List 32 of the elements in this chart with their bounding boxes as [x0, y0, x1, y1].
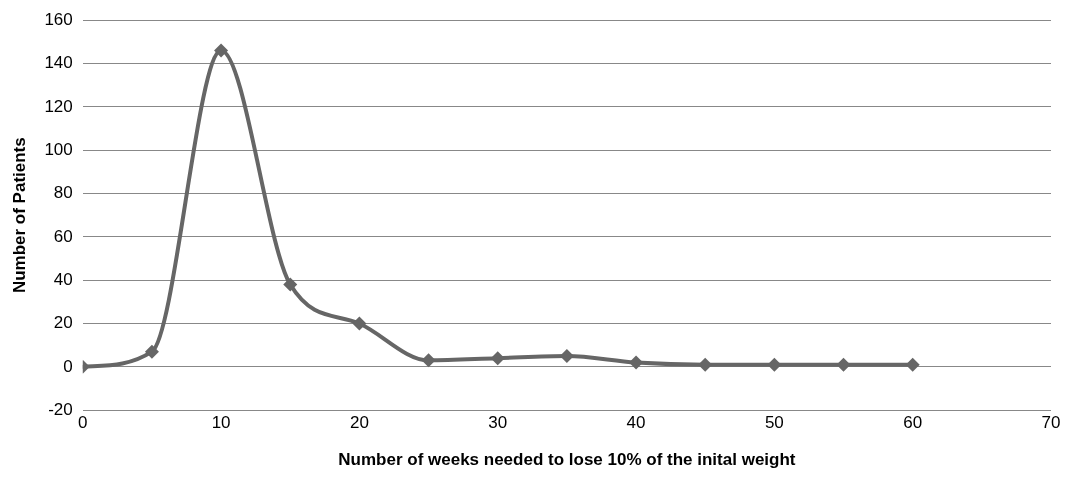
- y-tick-label: -20: [48, 399, 73, 419]
- point: [421, 353, 436, 368]
- y-tick-label: 100: [44, 139, 73, 159]
- point: [767, 357, 782, 372]
- x-tick-label: 40: [626, 413, 646, 433]
- x-tick-label: 10: [211, 413, 231, 433]
- x-tick-label: 0: [78, 413, 88, 433]
- point: [836, 357, 851, 372]
- y-tick-label: 60: [53, 226, 73, 246]
- point: [905, 357, 920, 372]
- point: [352, 316, 367, 331]
- y-tick-label: 20: [53, 313, 73, 333]
- point: [283, 277, 298, 292]
- y-tick-label: 140: [44, 53, 73, 73]
- y-tick-label: 120: [44, 96, 73, 116]
- x-tick-label: 30: [488, 413, 508, 433]
- x-tick-label: 20: [349, 413, 369, 433]
- x-tick-label: 60: [903, 413, 923, 433]
- x-tick-label: 70: [1041, 413, 1061, 433]
- point: [559, 349, 574, 364]
- x-tick-label: 50: [764, 413, 784, 433]
- point: [490, 351, 505, 366]
- x-axis-title: Number of weeks needed to lose 10% of the inital weight: [338, 450, 796, 470]
- y-tick-label: 0: [63, 356, 73, 376]
- point: [629, 355, 644, 370]
- y-axis-title: Number of Patients: [9, 137, 29, 294]
- y-tick-label: 160: [44, 9, 73, 29]
- y-tick-label: 80: [53, 183, 73, 203]
- point: [214, 43, 229, 58]
- y-tick-label: 40: [53, 269, 73, 289]
- point: [698, 357, 713, 372]
- point: [144, 344, 159, 359]
